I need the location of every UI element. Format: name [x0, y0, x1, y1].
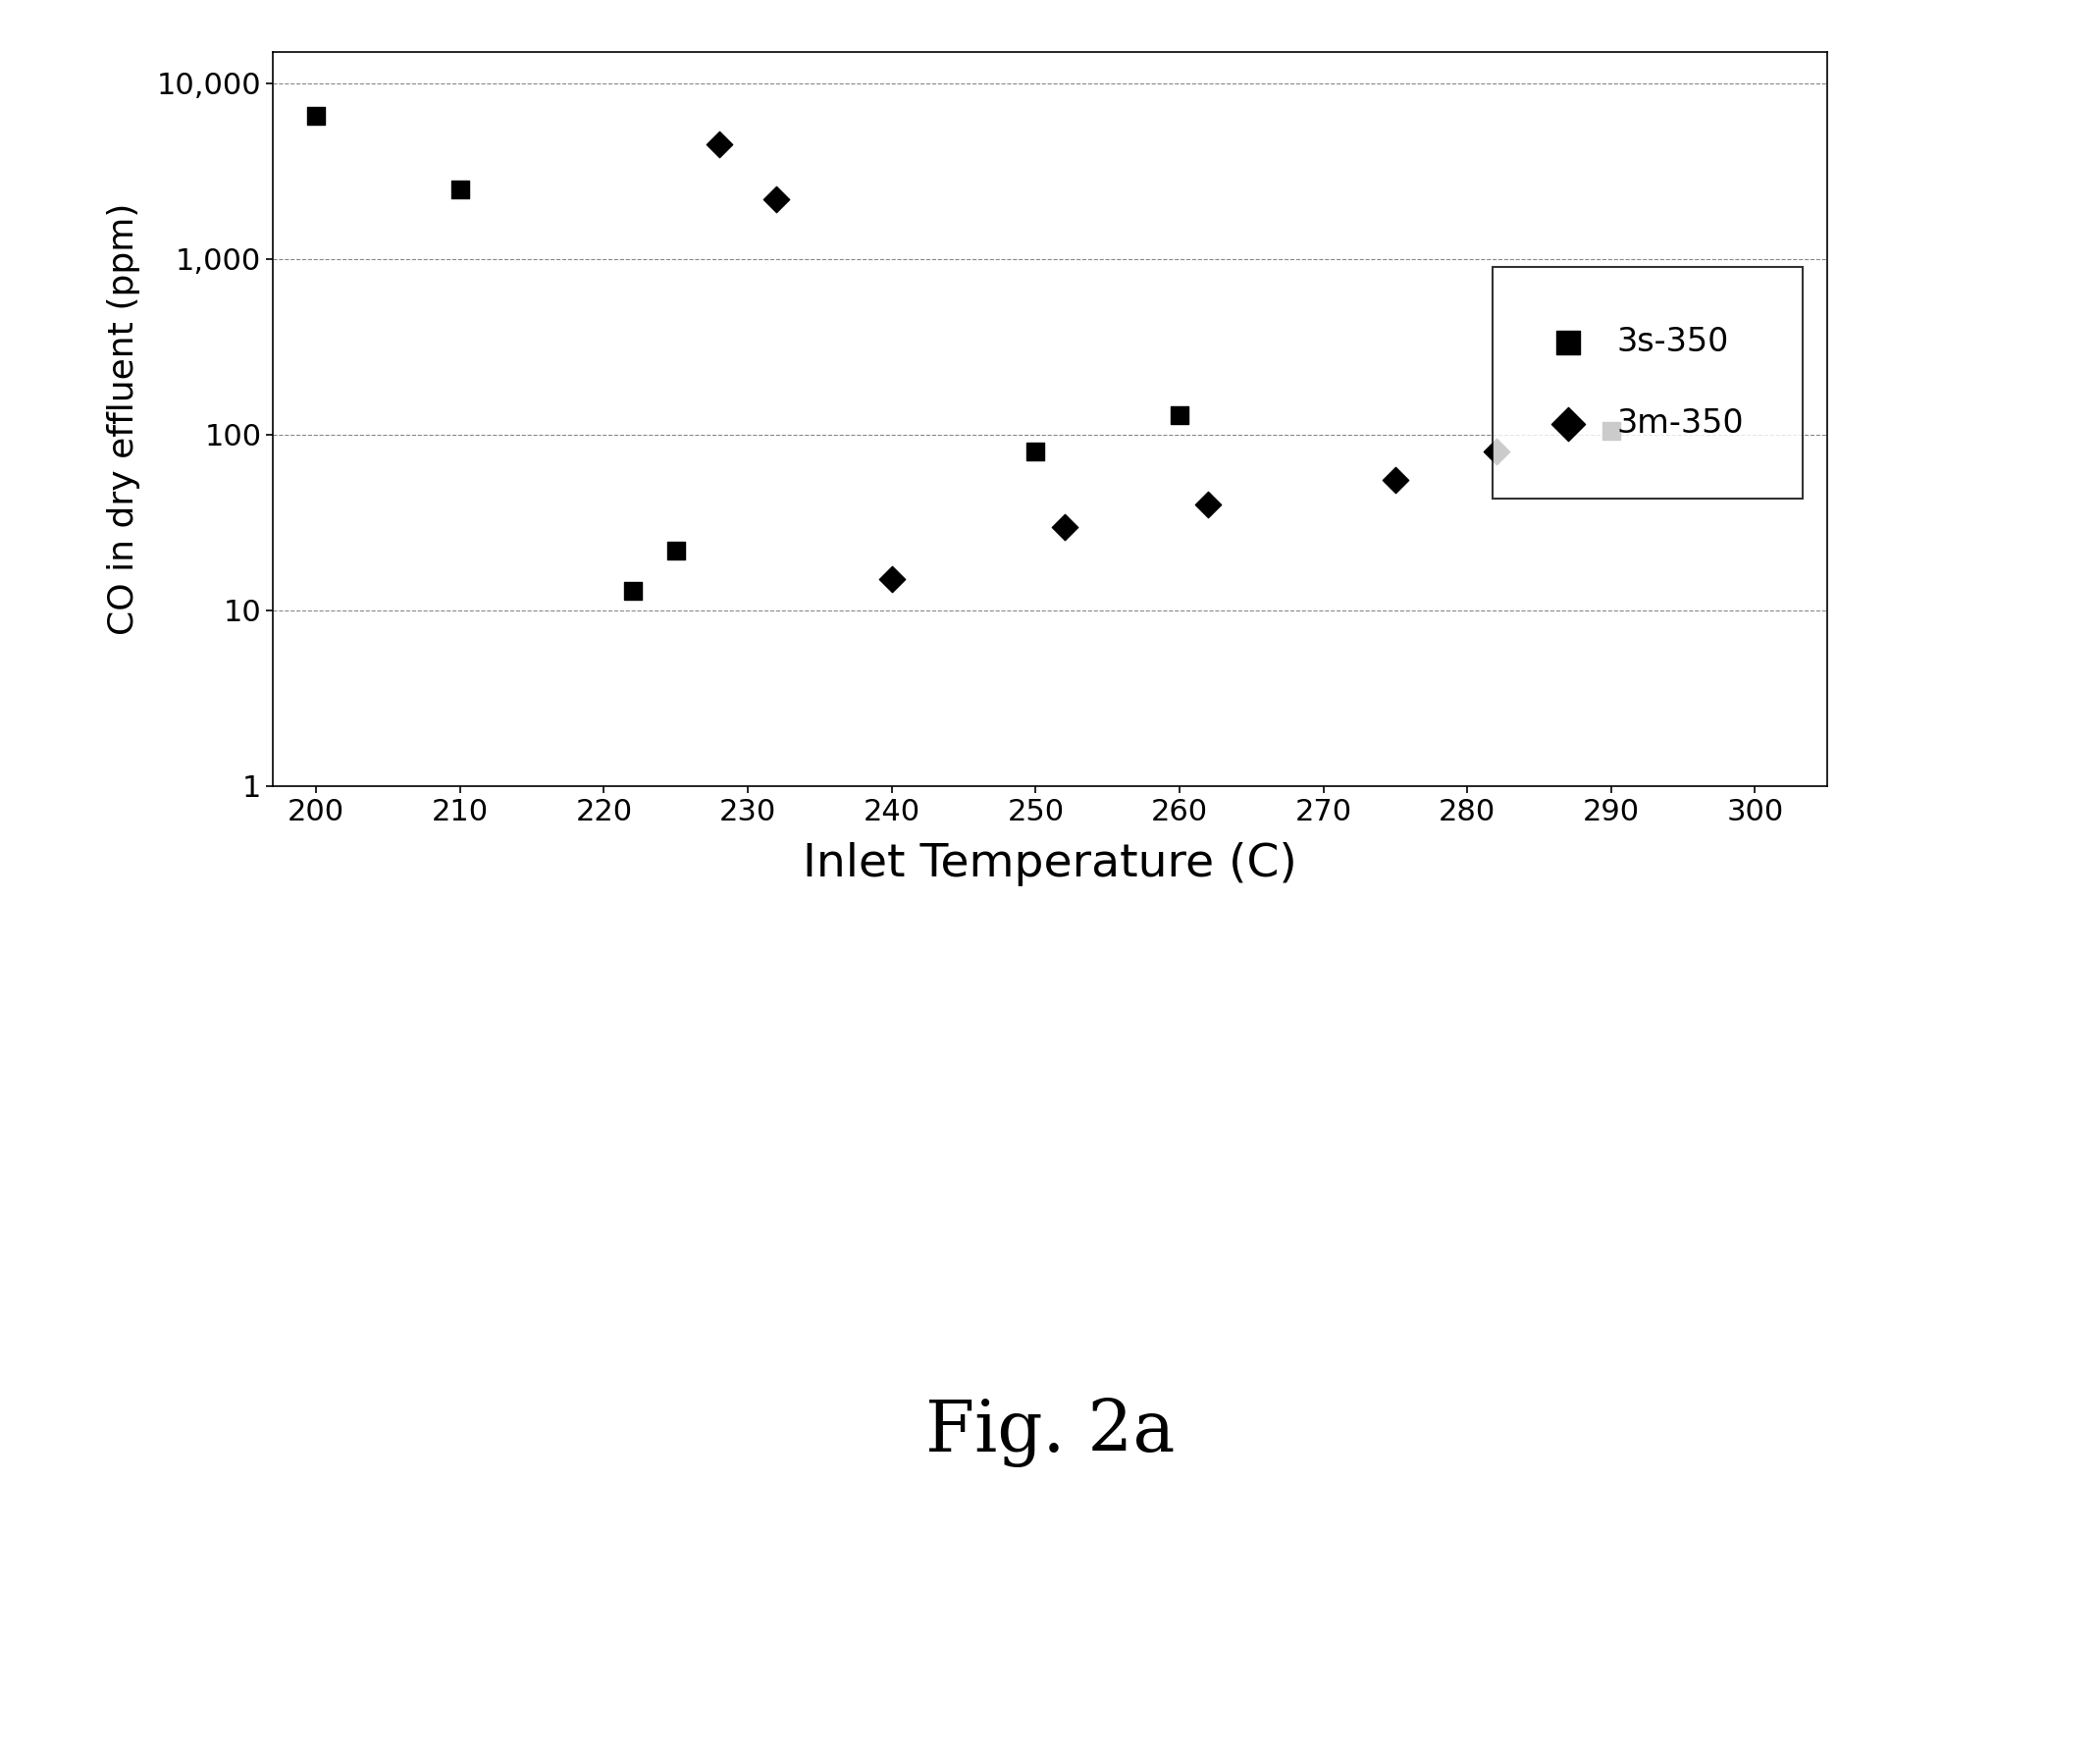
3s-350	[1594, 418, 1628, 445]
3s-350	[1018, 438, 1052, 466]
3s-350	[1163, 400, 1197, 428]
3m-350	[1191, 491, 1224, 519]
3s-350	[615, 577, 649, 604]
3m-350	[1048, 512, 1082, 540]
Text: Fig. 2a: Fig. 2a	[926, 1398, 1174, 1467]
3m-350	[1378, 466, 1411, 494]
3m-350	[760, 185, 794, 213]
Y-axis label: CO in dry effluent (ppm): CO in dry effluent (ppm)	[107, 203, 141, 636]
3m-350	[701, 131, 735, 159]
3m-350	[876, 566, 909, 594]
3s-350	[443, 175, 477, 203]
3s-350	[300, 103, 334, 131]
3s-350	[659, 536, 693, 564]
Legend: 3s-350, 3m-350: 3s-350, 3m-350	[1493, 267, 1804, 498]
X-axis label: Inlet Temperature (C): Inlet Temperature (C)	[802, 842, 1298, 887]
3m-350	[1478, 438, 1512, 466]
